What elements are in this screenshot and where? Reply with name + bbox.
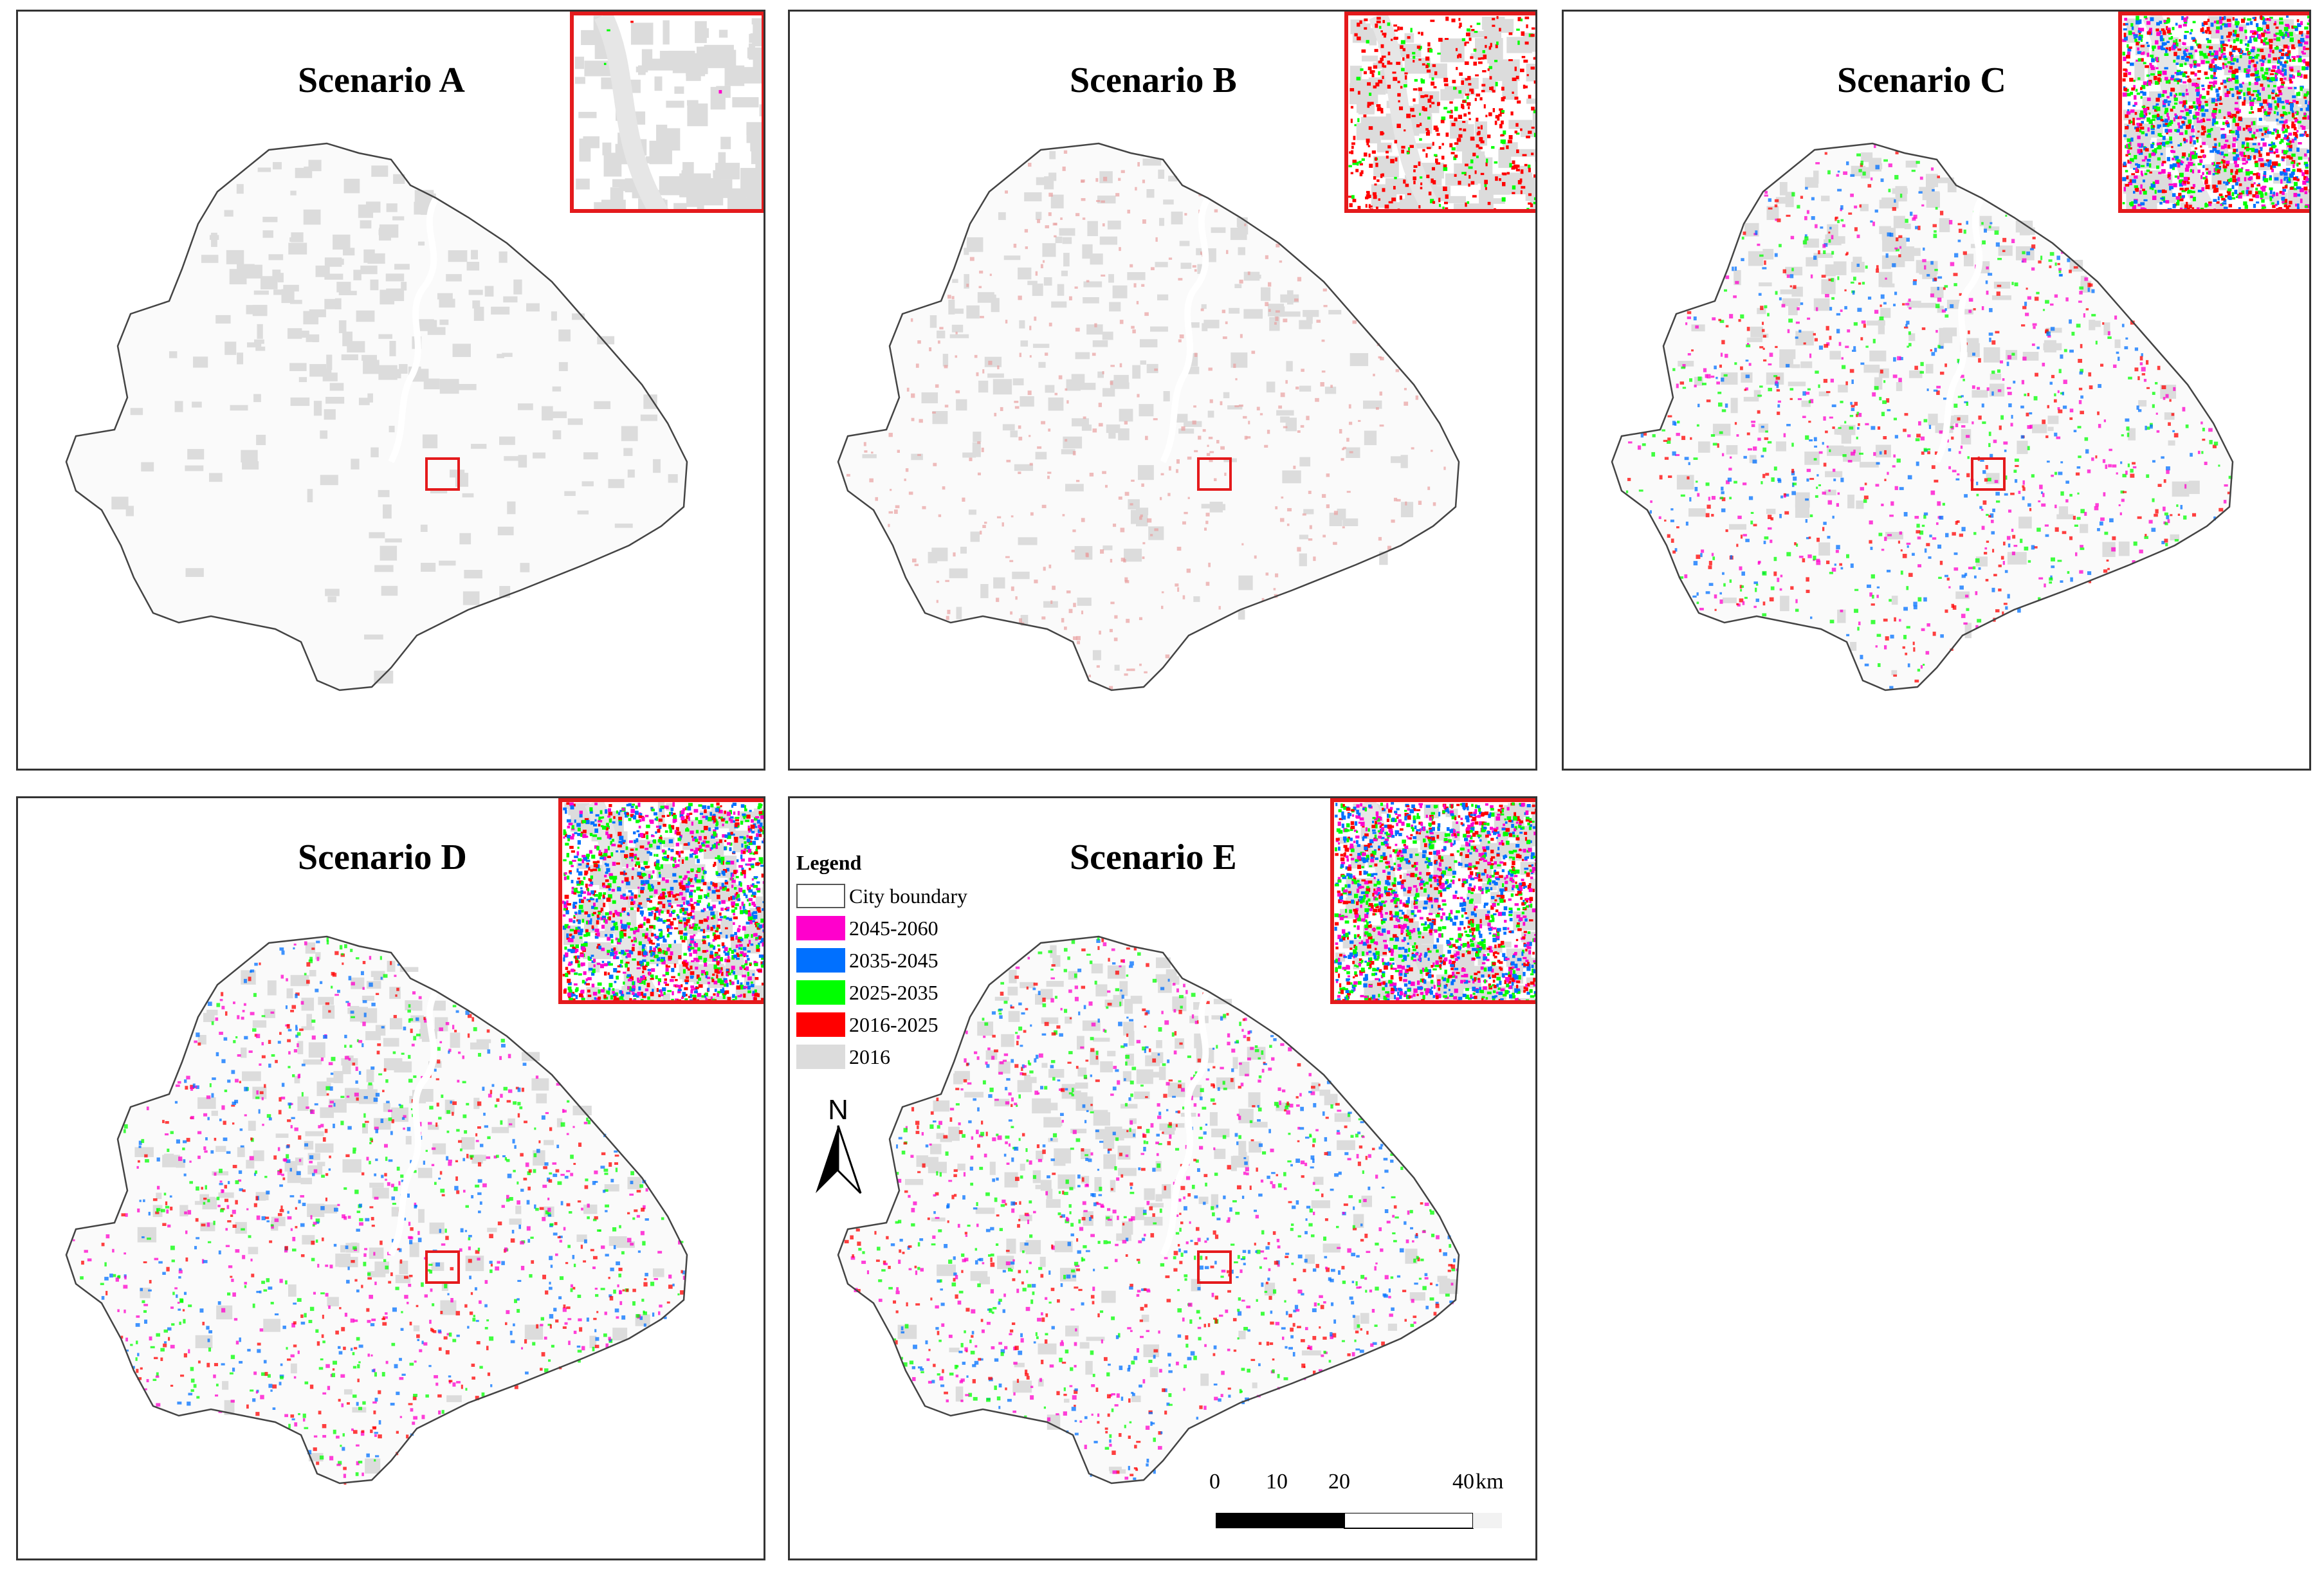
legend-label: City boundary [849,884,967,908]
legend-item-2045-2060: 2045-2060 [796,912,976,944]
legend-label: 2045-2060 [849,916,938,940]
scale-tick-40: 40 [1452,1470,1474,1494]
panel-title: Scenario A [298,60,465,100]
map-panel-scenario-c: Scenario C [1562,10,2311,771]
legend-label: 2016-2025 [849,1012,938,1036]
north-label: N [828,1094,848,1126]
city-map [65,142,688,691]
north-arrow-icon: N [816,1094,862,1194]
city-map [1611,142,2234,691]
legend-item-2025-2035: 2025-2035 [796,976,976,1009]
city-map [837,935,1460,1485]
map-panel-scenario-b: Scenario B [788,10,1537,771]
scale-tick-10: 10 [1266,1470,1288,1494]
legend-swatch [796,916,845,940]
city-map [65,935,688,1485]
legend-swatch [796,1045,845,1069]
scale-tick-20: 20 [1328,1470,1350,1494]
map-panel-scenario-a: Scenario A [16,10,765,771]
legend-swatch [796,1012,845,1037]
zoom-inset [558,798,764,1004]
zoom-inset [1330,798,1535,1004]
legend-label: 2025-2035 [849,980,938,1004]
panel-title: Scenario D [298,837,467,877]
legend-item-2016-2025: 2016-2025 [796,1009,976,1041]
map-panel-scenario-e: Scenario E [788,796,1537,1560]
legend-item-2016: 2016 [796,1041,976,1073]
legend-swatch [796,948,845,973]
zoom-inset [1344,12,1535,213]
legend-label: 2016 [849,1045,890,1068]
city-map [837,142,1460,691]
legend-swatch [796,980,845,1005]
scale-tick-0: 0 [1209,1470,1220,1494]
legend-item-2035-2045: 2035-2045 [796,944,976,976]
panel-title: Scenario B [1070,60,1237,100]
scale-unit: km [1476,1470,1504,1494]
legend-title: Legend [796,851,862,874]
legend-item-city-boundary: City boundary [796,880,976,912]
panel-title: Scenario C [1837,60,2006,100]
map-panel-scenario-d: Scenario D [16,796,765,1560]
panel-title: Scenario E [1070,837,1237,877]
legend-swatch [796,884,845,908]
legend-label: 2035-2045 [849,948,938,972]
zoom-inset [570,12,764,213]
zoom-inset [2118,12,2309,213]
scale-bar-graphic [1216,1513,1502,1529]
north-arrow: N [809,1090,867,1203]
legend: Legend City boundary 2045-2060 2035-2045… [796,851,976,1073]
